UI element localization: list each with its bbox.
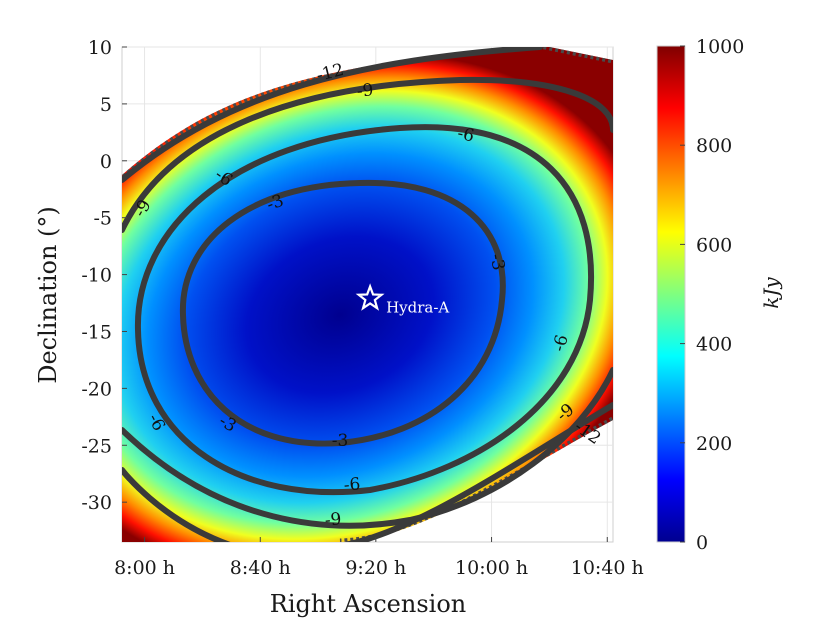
contour-label: -6 xyxy=(549,333,573,354)
colorbar-tick-label: 600 xyxy=(696,234,732,256)
contour-level-minus-3 xyxy=(179,179,506,447)
contour-label: -6 xyxy=(456,123,476,146)
y-tick-label: -10 xyxy=(81,265,112,287)
star-icon xyxy=(355,283,385,311)
y-tick-label: -15 xyxy=(81,321,112,343)
y-tick-label: -30 xyxy=(81,492,112,514)
contour-label: -3 xyxy=(332,431,349,451)
colorbar-tick-label: 1000 xyxy=(696,36,744,58)
y-tick-label: -25 xyxy=(81,435,112,457)
colorbar xyxy=(656,45,686,543)
x-tick-label: 9:20 h xyxy=(345,557,406,579)
colorbar-label: kJy xyxy=(759,277,783,309)
hydra-a-label: Hydra-A xyxy=(386,298,449,316)
y-tick-label: 0 xyxy=(100,151,112,173)
contour-label: -3 xyxy=(264,191,286,215)
x-tick-label: 10:00 h xyxy=(455,557,528,579)
hydra-a-marker: Hydra-A xyxy=(355,283,449,316)
x-tick-label: 10:40 h xyxy=(571,557,644,579)
y-axis-label: Declination (°) xyxy=(34,206,62,384)
colorbar-ticks: 0 200 400 600 800 1000 xyxy=(680,36,744,554)
x-tick-label: 8:00 h xyxy=(114,557,175,579)
colorbar-tick-label: 400 xyxy=(696,334,732,356)
contour-label: -6 xyxy=(343,474,361,495)
contour-level-minus-9 xyxy=(122,76,613,529)
x-tick-label: 8:40 h xyxy=(230,557,291,579)
colorbar-tick-label: 200 xyxy=(696,433,732,455)
y-tick-label: 5 xyxy=(100,94,112,116)
colorbar-tick-label: 0 xyxy=(696,532,708,554)
y-tick-label: -5 xyxy=(93,208,112,230)
y-axis: 10 5 0 -5 -10 -15 -20 -25 -30 xyxy=(81,37,127,514)
y-tick-label: -20 xyxy=(81,378,112,400)
colorbar-tick-label: 800 xyxy=(696,135,732,157)
x-axis-label: Right Ascension xyxy=(270,590,467,618)
contour-label: -9 xyxy=(356,80,375,102)
contour-level-minus-6 xyxy=(134,124,594,496)
contour-label: -9 xyxy=(324,509,343,531)
contour-label: -3 xyxy=(486,252,509,272)
y-tick-label: 10 xyxy=(88,37,112,59)
x-axis: 8:00 h 8:40 h 9:20 h 10:00 h 10:40 h xyxy=(114,537,644,579)
